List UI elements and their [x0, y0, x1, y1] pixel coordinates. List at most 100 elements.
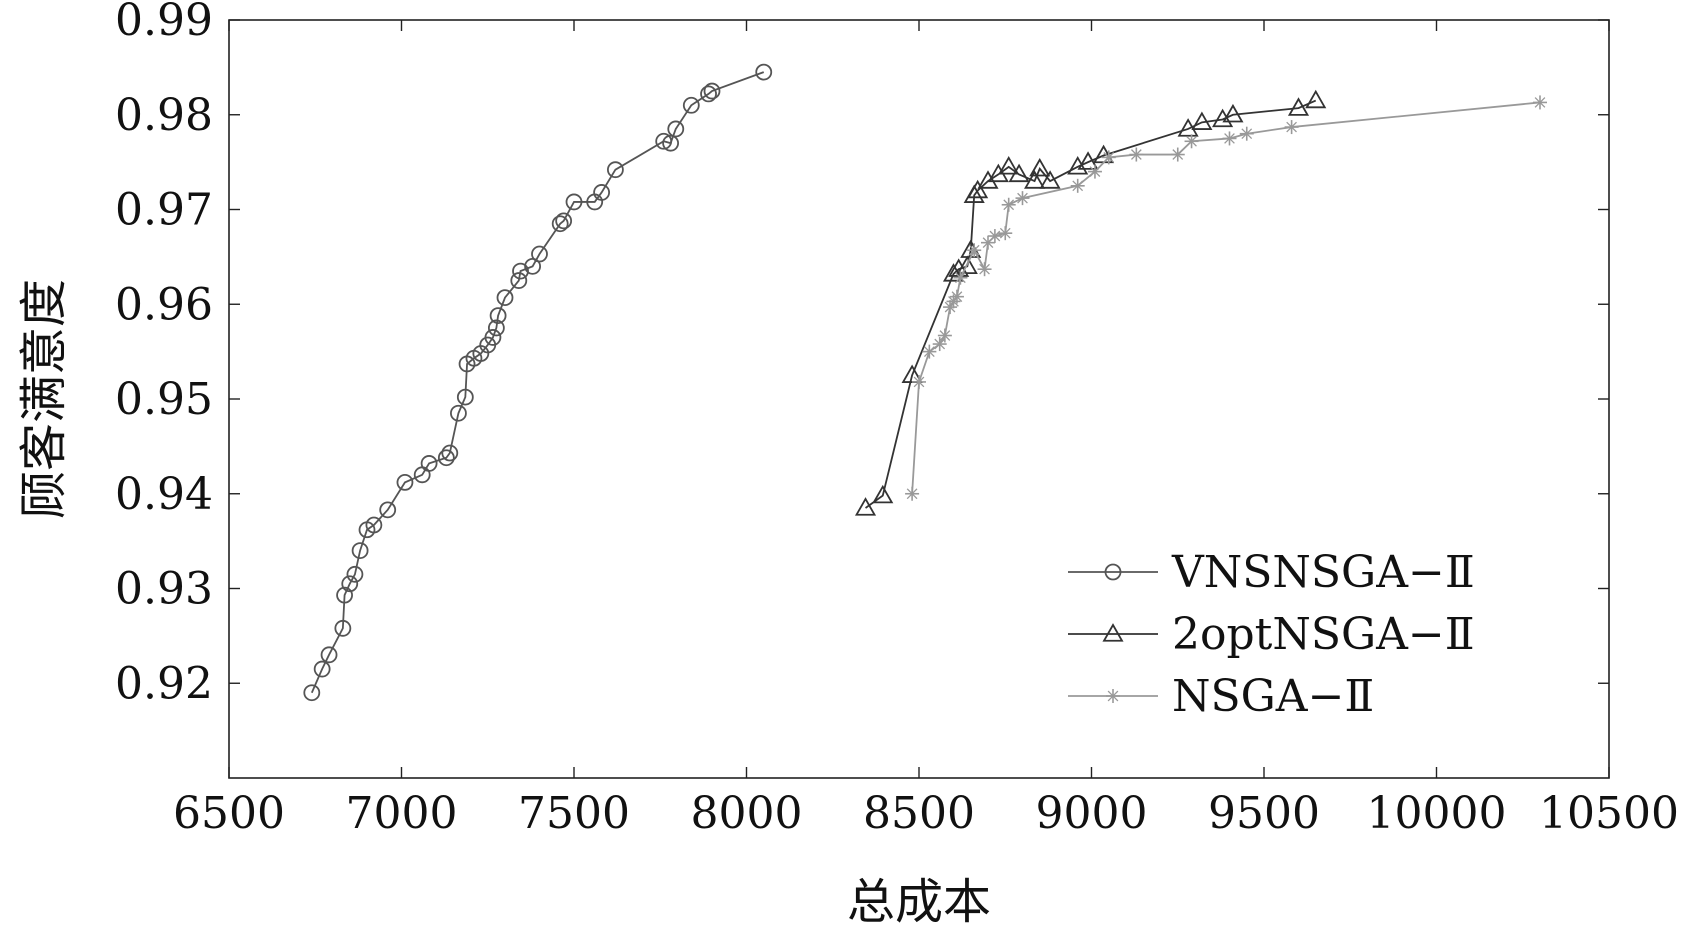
data-point	[441, 444, 459, 462]
data-point	[755, 63, 773, 81]
data-point	[1070, 178, 1085, 193]
legend-item-1: VNSNSGA−Ⅱ	[1068, 547, 1475, 598]
y-tick-label: 0.99	[115, 0, 213, 46]
data-point	[512, 262, 529, 280]
data-point	[700, 85, 717, 103]
data-point	[667, 120, 685, 138]
x-tick-label: 6500	[173, 788, 285, 839]
x-tick-label: 8500	[863, 788, 975, 839]
y-axis-title: 顾客满意度	[16, 279, 72, 519]
x-axis-title: 总成本	[847, 874, 991, 930]
series-line	[865, 99, 1317, 509]
data-point	[967, 179, 989, 199]
legend-label: NSGA−Ⅱ	[1172, 671, 1374, 722]
data-point	[662, 134, 679, 152]
data-point	[334, 619, 352, 637]
data-point	[531, 245, 548, 263]
data-point	[437, 449, 455, 467]
data-point	[489, 307, 507, 325]
data-point	[1101, 150, 1116, 165]
data-point	[365, 516, 383, 534]
tick-labels: 6500 7000 7500 8000 8500 9000 9500 10000 10500 0.…	[115, 0, 1679, 839]
data-point	[1029, 157, 1051, 177]
data-point	[593, 184, 610, 201]
data-point	[967, 243, 982, 258]
data-point	[981, 235, 995, 250]
y-tick-label: 0.98	[115, 90, 213, 141]
y-tick-label: 0.95	[115, 374, 213, 425]
data-point	[1533, 95, 1547, 110]
legend-item-3: NSGA−Ⅱ	[1068, 671, 1374, 722]
data-point	[456, 388, 474, 406]
y-tick-label: 0.96	[115, 279, 213, 330]
data-point	[854, 497, 877, 516]
data-point	[450, 404, 467, 422]
data-point	[987, 229, 1002, 244]
data-point	[1222, 103, 1244, 123]
data-point	[1001, 197, 1016, 212]
data-point	[998, 156, 1020, 175]
data-point	[1184, 134, 1199, 149]
series-1	[303, 63, 773, 702]
legend-marker	[1104, 563, 1122, 581]
data-point	[1087, 164, 1102, 179]
data-point	[551, 215, 569, 233]
data-point	[320, 646, 338, 664]
data-point	[953, 270, 968, 285]
data-point	[341, 575, 359, 593]
legend-item-2: 2optNSGA−Ⅱ	[1068, 609, 1475, 660]
data-point	[1239, 126, 1254, 141]
data-point	[496, 289, 514, 307]
x-tick-label: 7000	[346, 788, 458, 839]
data-point	[872, 484, 894, 504]
data-point	[977, 170, 999, 189]
data-point	[396, 473, 414, 491]
x-tick-label: 9500	[1208, 788, 1320, 839]
data-point	[1212, 108, 1234, 128]
y-tick-label: 0.97	[115, 185, 213, 236]
data-point	[956, 255, 978, 275]
data-point	[420, 455, 438, 472]
data-point	[1191, 111, 1213, 130]
legend: VNSNSGA−Ⅱ 2optNSGA−Ⅱ NSGA−Ⅱ	[1068, 547, 1475, 722]
data-point	[336, 586, 353, 604]
legend-label: VNSNSGA−Ⅱ	[1171, 547, 1475, 598]
data-point	[607, 161, 624, 179]
data-point	[1015, 191, 1030, 206]
data-point	[932, 337, 947, 352]
legend-label: 2optNSGA−Ⅱ	[1172, 609, 1475, 660]
x-tick-label: 9000	[1036, 788, 1148, 839]
series-3	[905, 95, 1547, 501]
x-tick-label: 8000	[691, 788, 803, 839]
data-point	[555, 212, 573, 230]
x-tick-label: 10500	[1539, 788, 1679, 839]
data-point	[565, 193, 583, 211]
data-point	[1170, 147, 1185, 162]
data-point	[346, 565, 364, 583]
y-tick-label: 0.94	[115, 469, 213, 520]
data-point	[703, 82, 721, 100]
data-point	[1287, 97, 1310, 116]
data-point	[1129, 147, 1144, 162]
plot-frame	[228, 19, 1610, 779]
data-point	[524, 257, 541, 275]
data-point	[1077, 151, 1099, 170]
series-layer	[303, 63, 1547, 702]
series-line	[310, 71, 765, 694]
data-point	[1305, 89, 1327, 109]
data-point	[484, 329, 502, 346]
data-point	[1024, 170, 1046, 189]
data-point	[922, 344, 937, 359]
data-point	[912, 374, 926, 389]
data-point	[1039, 170, 1061, 189]
x-tick-label: 7500	[518, 788, 630, 839]
data-point	[510, 272, 528, 289]
data-point	[905, 486, 920, 501]
data-point	[655, 132, 673, 150]
data-point	[1008, 163, 1030, 183]
legend-marker	[1106, 689, 1120, 703]
data-point	[1067, 156, 1089, 175]
y-tick-label: 0.93	[115, 564, 213, 615]
data-point	[351, 542, 369, 559]
